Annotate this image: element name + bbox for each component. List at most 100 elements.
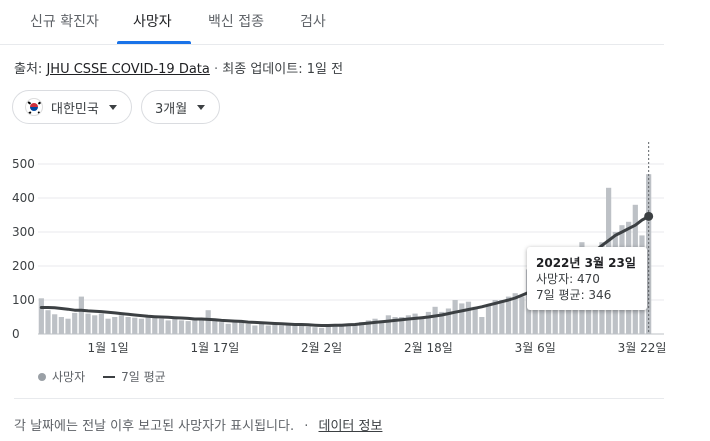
death-bar: [339, 323, 345, 334]
death-bar: [132, 317, 138, 334]
death-bar: [265, 325, 271, 334]
death-bar: [232, 322, 238, 334]
death-bar: [392, 317, 398, 334]
tab-vaccination[interactable]: 백신 접종: [208, 14, 264, 30]
line-legend-swatch: [103, 375, 116, 378]
death-bar: [299, 325, 305, 334]
y-axis-labels: 0 100 200 300 400 500: [12, 157, 35, 341]
death-bar: [485, 305, 492, 334]
death-bar: [479, 317, 485, 334]
death-bar: [312, 327, 318, 334]
death-bar: [52, 314, 58, 334]
active-tab-indicator: [117, 41, 191, 44]
death-bar: [399, 317, 405, 334]
death-bar: [439, 311, 445, 334]
death-bar: [38, 298, 44, 334]
tab-testing[interactable]: 검사: [300, 14, 326, 30]
death-bar: [258, 323, 265, 334]
death-bar: [325, 325, 331, 334]
chevron-down-icon: [197, 104, 206, 110]
period-dropdown[interactable]: 3개월: [141, 90, 220, 124]
death-bar: [85, 313, 91, 334]
x-tick-label: 2월 2일: [301, 341, 342, 355]
death-bar: [332, 326, 338, 334]
y-tick-label: 0: [12, 327, 20, 341]
country-dropdown[interactable]: 대한민국: [12, 90, 132, 124]
death-bar: [225, 323, 231, 334]
death-bar: [545, 303, 552, 334]
death-bar: [212, 318, 218, 334]
death-bar: [152, 317, 158, 334]
bar-legend-label: 사망자: [52, 370, 86, 384]
tab-new-cases[interactable]: 신규 확진자: [30, 14, 99, 30]
death-bar: [459, 303, 465, 334]
source-line: 출처: JHU CSSE COVID-19 Data · 최종 업데이트: 1일…: [14, 58, 343, 77]
south-korea-flag-icon: [25, 98, 43, 116]
tooltip-average: 7일 평균: 346: [536, 288, 612, 302]
death-bar: [379, 320, 385, 334]
y-tick-label: 100: [12, 293, 35, 307]
x-tick-label: 2월 18일: [404, 341, 453, 355]
death-bar: [305, 326, 311, 334]
footer-divider: [14, 398, 664, 399]
source-prefix: 출처:: [14, 62, 43, 77]
death-bar: [98, 313, 105, 334]
death-bar: [512, 293, 518, 334]
death-bar: [158, 318, 165, 334]
tab-deaths[interactable]: 사망자: [133, 14, 172, 30]
death-bar: [372, 318, 378, 334]
death-bar: [365, 320, 371, 334]
death-bar: [405, 315, 412, 334]
source-separator: ·: [214, 62, 219, 77]
death-bar: [499, 300, 505, 334]
death-bar: [78, 296, 84, 334]
source-link[interactable]: JHU CSSE COVID-19 Data: [46, 62, 210, 77]
country-label: 대한민국: [51, 101, 99, 117]
y-tick-label: 200: [12, 259, 35, 273]
footer-note: 각 날짜에는 전날 이후 보고된 사망자가 표시됩니다. · 데이터 정보: [14, 415, 382, 434]
death-bar: [412, 313, 418, 334]
death-bar: [178, 320, 185, 334]
death-bar: [272, 323, 278, 334]
death-bar: [519, 296, 525, 334]
death-bar: [505, 296, 512, 334]
death-bar: [425, 311, 432, 334]
last-updated: 최종 업데이트: 1일 전: [222, 62, 344, 77]
death-bar: [285, 324, 291, 334]
death-bar: [292, 323, 298, 334]
y-tick-label: 500: [12, 157, 35, 171]
death-bar: [198, 320, 205, 334]
x-tick-label: 1월 17일: [190, 341, 239, 355]
death-bar: [65, 318, 71, 334]
death-bar: [345, 325, 351, 334]
death-bar: [319, 327, 325, 334]
x-tick-label: 1월 1일: [87, 341, 128, 355]
death-bar: [205, 310, 211, 334]
y-tick-label: 300: [12, 225, 35, 239]
tooltip-date: 2022년 3월 23일: [536, 256, 636, 270]
death-bar: [72, 312, 78, 334]
data-info-link[interactable]: 데이터 정보: [318, 419, 383, 434]
death-bar: [352, 323, 358, 334]
death-bar: [118, 315, 125, 334]
death-bar: [492, 300, 498, 334]
death-bar: [419, 317, 425, 334]
chevron-down-icon: [108, 104, 117, 110]
death-bar: [125, 317, 131, 334]
chart-legend: 사망자 7일 평균: [38, 368, 166, 385]
death-bar: [185, 321, 191, 334]
bar-legend-swatch: [38, 372, 46, 381]
death-bar: [452, 300, 458, 334]
tab-bar: 신규 확진자 사망자 백신 접종 검사: [0, 0, 664, 45]
death-bar: [238, 320, 245, 334]
death-bar: [165, 320, 171, 334]
footer-text: 각 날짜에는 전날 이후 보고된 사망자가 표시됩니다.: [14, 419, 295, 434]
death-bar: [278, 325, 285, 334]
death-bar: [359, 322, 365, 334]
x-axis-labels: 1월 1일 1월 17일 2월 2일 2월 18일 3월 6일 3월 22일: [87, 341, 666, 355]
death-bar: [385, 315, 391, 334]
death-bar: [172, 317, 178, 334]
period-label: 3개월: [155, 101, 188, 117]
death-bar: [45, 310, 51, 334]
chart-tooltip: 2022년 3월 23일 사망자: 470 7일 평균: 346: [527, 247, 647, 310]
